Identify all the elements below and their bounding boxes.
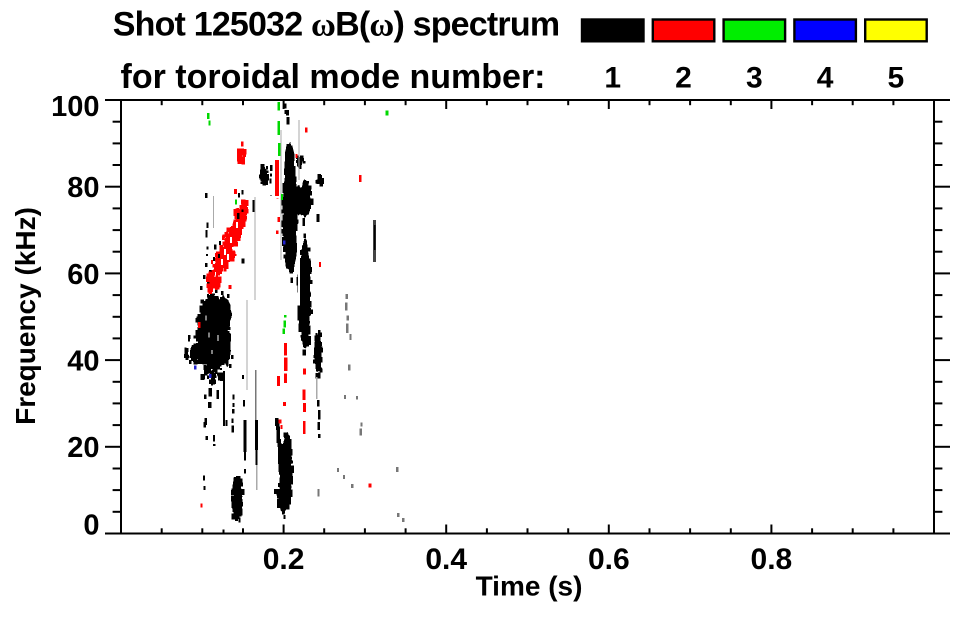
svg-text:Time (s): Time (s) — [476, 571, 583, 602]
svg-text:for toroidal mode number:: for toroidal mode number: — [121, 58, 546, 96]
svg-text:80: 80 — [67, 172, 99, 204]
svg-text:100: 100 — [51, 91, 99, 123]
svg-text:3: 3 — [746, 61, 763, 94]
svg-text:0: 0 — [83, 510, 99, 542]
svg-text:5: 5 — [888, 61, 905, 94]
svg-text:Shot 125032 ωB(ω) spectrum: Shot 125032 ωB(ω) spectrum — [113, 6, 560, 44]
svg-text:4: 4 — [817, 61, 834, 94]
svg-text:0.2: 0.2 — [263, 543, 305, 576]
svg-text:1: 1 — [604, 61, 621, 94]
svg-text:0.4: 0.4 — [425, 543, 467, 576]
svg-text:60: 60 — [67, 259, 99, 291]
svg-text:2: 2 — [675, 61, 692, 94]
svg-text:0.6: 0.6 — [588, 543, 630, 576]
svg-text:40: 40 — [67, 346, 99, 378]
svg-text:20: 20 — [67, 432, 99, 464]
svg-text:0.8: 0.8 — [751, 543, 793, 576]
svg-text:Frequency (kHz): Frequency (kHz) — [10, 207, 41, 425]
